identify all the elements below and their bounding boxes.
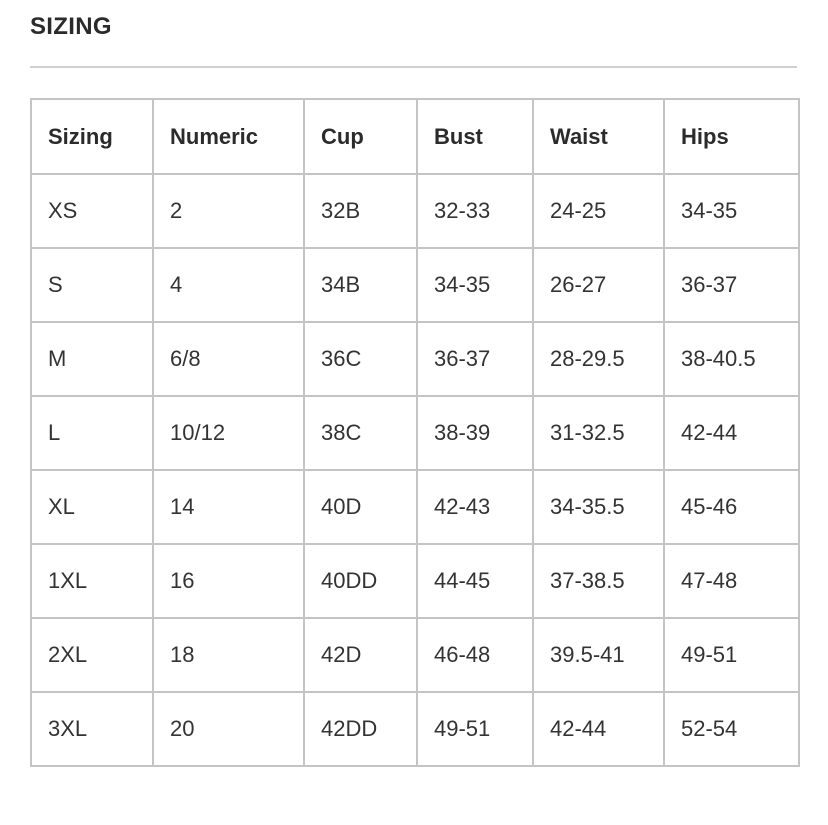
- cell-hips: 36-37: [663, 247, 800, 323]
- cell-waist: 31-32.5: [532, 395, 665, 471]
- cell-waist: 34-35.5: [532, 469, 665, 545]
- cell-cup: 42DD: [303, 691, 418, 767]
- cell-sizing: L: [30, 395, 154, 471]
- cell-sizing: XL: [30, 469, 154, 545]
- table-row: 2XL 18 42D 46-48 39.5-41 49-51: [30, 617, 800, 693]
- cell-cup: 38C: [303, 395, 418, 471]
- cell-cup: 40D: [303, 469, 418, 545]
- cell-waist: 26-27: [532, 247, 665, 323]
- cell-sizing: 3XL: [30, 691, 154, 767]
- cell-bust: 44-45: [416, 543, 534, 619]
- cell-bust: 46-48: [416, 617, 534, 693]
- cell-cup: 40DD: [303, 543, 418, 619]
- cell-hips: 47-48: [663, 543, 800, 619]
- cell-waist: 39.5-41: [532, 617, 665, 693]
- cell-bust: 36-37: [416, 321, 534, 397]
- cell-hips: 45-46: [663, 469, 800, 545]
- cell-sizing: XS: [30, 173, 154, 249]
- table-row: L 10/12 38C 38-39 31-32.5 42-44: [30, 395, 800, 471]
- header-waist: Waist: [532, 98, 665, 175]
- cell-bust: 49-51: [416, 691, 534, 767]
- cell-waist: 37-38.5: [532, 543, 665, 619]
- cell-cup: 34B: [303, 247, 418, 323]
- cell-waist: 24-25: [532, 173, 665, 249]
- cell-sizing: M: [30, 321, 154, 397]
- table-row: XS 2 32B 32-33 24-25 34-35: [30, 173, 800, 249]
- table-row: M 6/8 36C 36-37 28-29.5 38-40.5: [30, 321, 800, 397]
- cell-numeric: 4: [152, 247, 305, 323]
- cell-numeric: 16: [152, 543, 305, 619]
- table-row: XL 14 40D 42-43 34-35.5 45-46: [30, 469, 800, 545]
- cell-sizing: 1XL: [30, 543, 154, 619]
- header-cup: Cup: [303, 98, 418, 175]
- cell-bust: 38-39: [416, 395, 534, 471]
- header-hips: Hips: [663, 98, 800, 175]
- table-row: 3XL 20 42DD 49-51 42-44 52-54: [30, 691, 800, 767]
- cell-sizing: S: [30, 247, 154, 323]
- table-row: 1XL 16 40DD 44-45 37-38.5 47-48: [30, 543, 800, 619]
- table-row: S 4 34B 34-35 26-27 36-37: [30, 247, 800, 323]
- cell-numeric: 20: [152, 691, 305, 767]
- divider: [30, 66, 797, 68]
- sizing-table: Sizing Numeric Cup Bust Waist Hips XS 2 32…: [30, 98, 800, 767]
- cell-cup: 36C: [303, 321, 418, 397]
- cell-numeric: 18: [152, 617, 305, 693]
- page-title: SIZING: [30, 13, 112, 40]
- cell-numeric: 14: [152, 469, 305, 545]
- cell-hips: 34-35: [663, 173, 800, 249]
- header-numeric: Numeric: [152, 98, 305, 175]
- cell-numeric: 2: [152, 173, 305, 249]
- cell-bust: 34-35: [416, 247, 534, 323]
- table-header-row: Sizing Numeric Cup Bust Waist Hips: [30, 98, 800, 175]
- cell-bust: 32-33: [416, 173, 534, 249]
- cell-waist: 42-44: [532, 691, 665, 767]
- cell-waist: 28-29.5: [532, 321, 665, 397]
- cell-hips: 42-44: [663, 395, 800, 471]
- cell-hips: 38-40.5: [663, 321, 800, 397]
- cell-bust: 42-43: [416, 469, 534, 545]
- header-bust: Bust: [416, 98, 534, 175]
- cell-numeric: 10/12: [152, 395, 305, 471]
- cell-hips: 49-51: [663, 617, 800, 693]
- cell-sizing: 2XL: [30, 617, 154, 693]
- cell-cup: 32B: [303, 173, 418, 249]
- cell-hips: 52-54: [663, 691, 800, 767]
- cell-cup: 42D: [303, 617, 418, 693]
- header-sizing: Sizing: [30, 98, 154, 175]
- cell-numeric: 6/8: [152, 321, 305, 397]
